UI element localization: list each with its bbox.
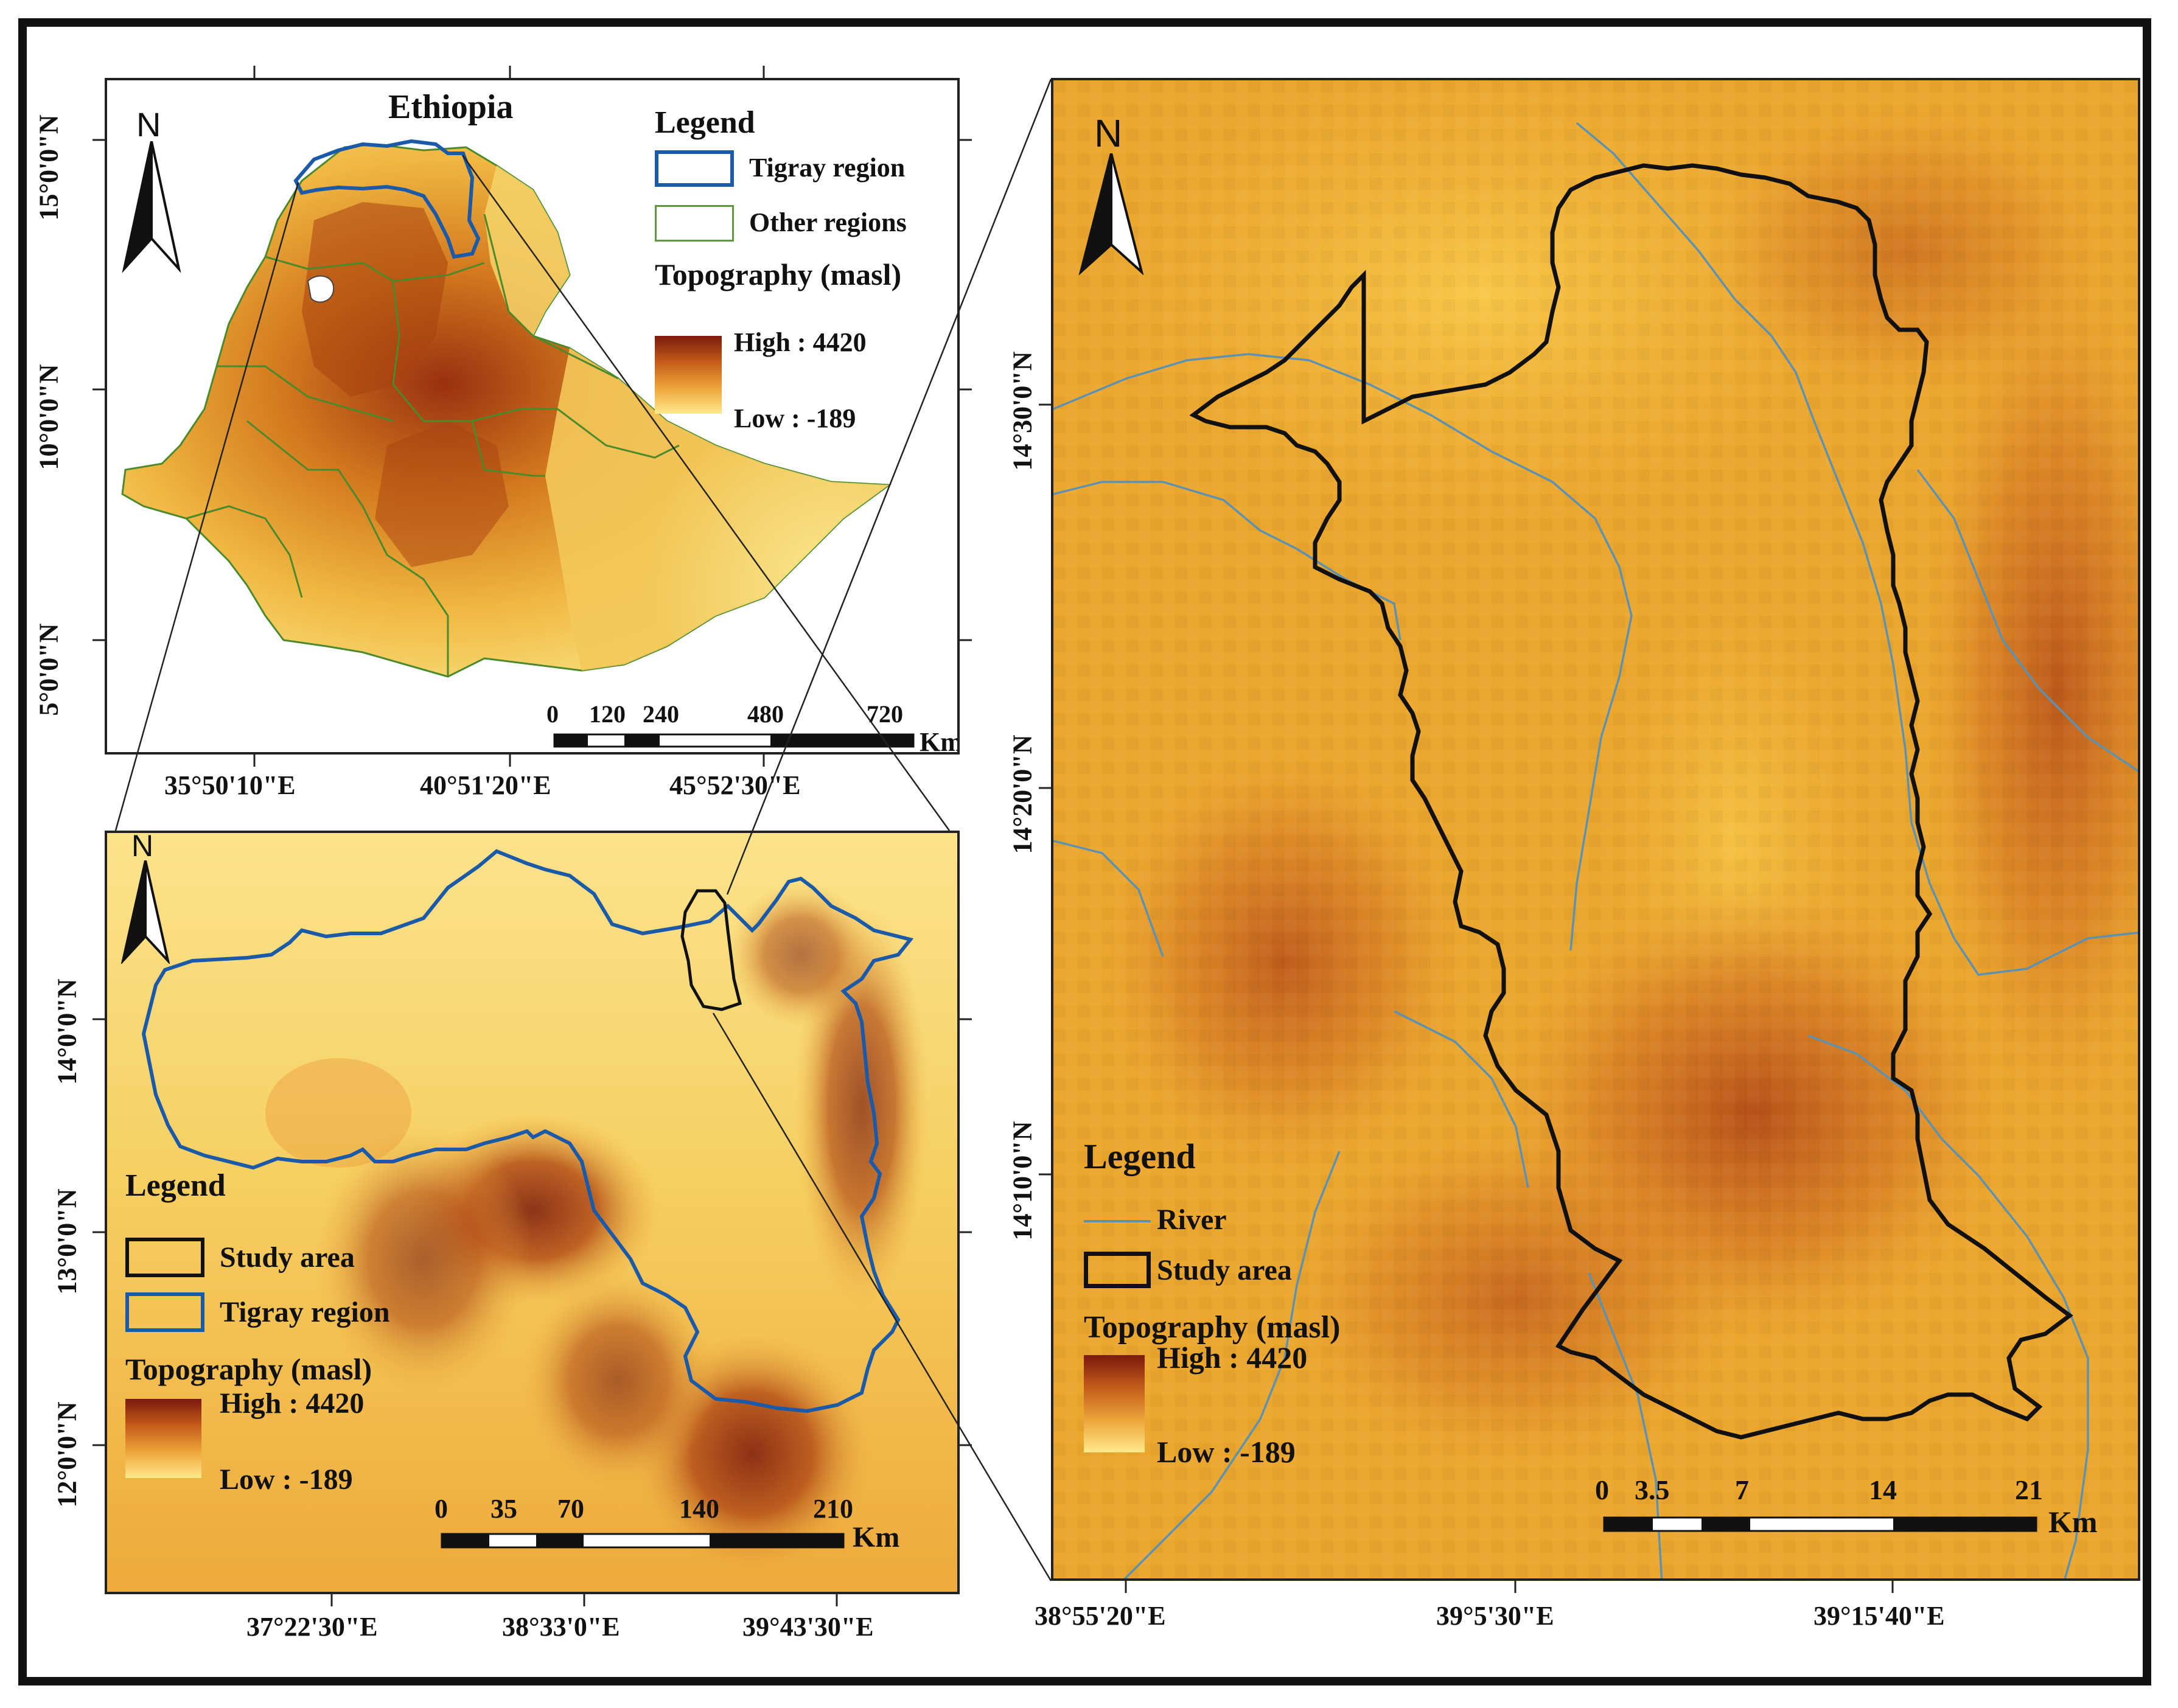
north-arrow-study: N — [1075, 111, 1148, 293]
scalebar-tigray-tick-2: 70 — [557, 1494, 584, 1524]
scalebar-unit: Km — [920, 727, 960, 755]
north-letter: N — [136, 105, 161, 144]
lake-tana — [307, 275, 335, 303]
eth-lon-label-1: 35°50'10"E — [164, 770, 296, 800]
scalebar-study-tick-2: 7 — [1735, 1474, 1749, 1505]
legend-high-study: High : 4420 — [1157, 1340, 1308, 1375]
scalebar-study-unit: Km — [2048, 1505, 2098, 1539]
scalebar-tigray-tick-1: 35 — [490, 1494, 517, 1524]
st-lon-label-2: 39°5'30"E — [1436, 1601, 1554, 1631]
legend-topo-title-study: Topography (masl) — [1084, 1310, 1341, 1345]
rivers — [1053, 122, 2138, 1578]
eth-lon-label-2: 40°51'20"E — [420, 770, 551, 800]
tg-lat-label-1: 14°0'0"N — [52, 978, 82, 1085]
legend-swatch-study-area — [1084, 1252, 1151, 1288]
st-lat-label-1: 14°30'0"N — [1007, 351, 1038, 471]
legend-label-tigray-2: Tigray region — [220, 1296, 390, 1328]
legend-topo-ramp-study — [1084, 1355, 1145, 1452]
tg-lon-label-2: 38°33'0"E — [502, 1612, 620, 1642]
eth-lat-label-2: 10°0'0"N — [33, 364, 64, 470]
scalebar-study-tick-3: 14 — [1869, 1474, 1897, 1505]
st-lon-label-3: 39°15'40"E — [1813, 1601, 1945, 1631]
tg-lon-label-3: 39°43'30"E — [742, 1612, 874, 1642]
ethiopia-highlands-north — [302, 202, 448, 397]
north-arrow-icon-tigray — [120, 860, 170, 964]
scalebar-study — [1603, 1516, 2037, 1532]
legend-low-study: Low : -189 — [1157, 1435, 1296, 1469]
eth-lat-label-3: 5°0'0"N — [33, 623, 64, 716]
scalebar — [553, 733, 915, 748]
st-lat-label-3: 14°10'0"N — [1007, 1121, 1038, 1241]
legend-swatch-river — [1084, 1220, 1151, 1222]
st-lat-label-2: 14°20'0"N — [1007, 734, 1038, 854]
legend-label-river: River — [1157, 1204, 1227, 1236]
legend-topo-title-tigray: Topography (masl) — [125, 1352, 372, 1386]
topo-highland-2 — [314, 1125, 533, 1393]
legend-label-study-area: Study area — [1157, 1254, 1292, 1286]
legend-high-tigray: High : 4420 — [220, 1387, 365, 1420]
legend-title-tigray: Legend — [125, 1168, 226, 1203]
tigray-map-panel: N Legend Study area Tigray region Topogr… — [105, 831, 960, 1594]
scalebar-tigray-tick-0: 0 — [435, 1494, 448, 1524]
study-area-map-panel: N Legend River Study area Topography (ma… — [1051, 78, 2140, 1581]
legend-swatch-tigray-2 — [125, 1292, 204, 1332]
eth-lat-label-1: 15°0'0"N — [33, 114, 64, 221]
st-lon-label-1: 38°55'20"E — [1035, 1601, 1166, 1631]
ethiopia-map-panel: Ethiopia N Legend Tigray region Other re… — [105, 78, 960, 755]
north-arrow-tigray: N — [118, 833, 173, 967]
legend-low-tigray: Low : -189 — [220, 1463, 353, 1496]
topo-valley — [265, 1058, 411, 1168]
legend-label-study: Study area — [220, 1241, 355, 1274]
topo-highland-6 — [521, 1271, 716, 1490]
legend-swatch-study — [125, 1238, 204, 1277]
study-area-map-svg — [1053, 80, 2138, 1578]
scalebar-tigray — [441, 1533, 845, 1549]
tg-lon-label-1: 37°22'30"E — [246, 1612, 378, 1642]
legend-topo-ramp-tigray — [125, 1399, 201, 1478]
north-letter-tigray: N — [131, 831, 154, 863]
legend-title-study: Legend — [1084, 1137, 1196, 1176]
study-area-boundary — [1189, 163, 2073, 1440]
topo-pixel-texture — [1053, 80, 2138, 1578]
tg-lat-label-3: 12°0'0"N — [52, 1401, 82, 1508]
scalebar-study-tick-1: 3.5 — [1635, 1474, 1670, 1505]
ethiopia-title: Ethiopia — [388, 88, 514, 126]
north-letter-study: N — [1094, 111, 1123, 155]
study-area-outline-small — [680, 889, 742, 1011]
north-arrow-icon-study — [1078, 153, 1144, 275]
tg-lat-label-2: 13°0'0"N — [52, 1188, 82, 1295]
eth-lon-label-3: 45°52'30"E — [669, 770, 801, 800]
scalebar-tigray-unit: Km — [853, 1521, 900, 1553]
scalebar-study-tick-4: 21 — [2015, 1474, 2043, 1505]
scalebar-study-tick-0: 0 — [1595, 1474, 1609, 1505]
